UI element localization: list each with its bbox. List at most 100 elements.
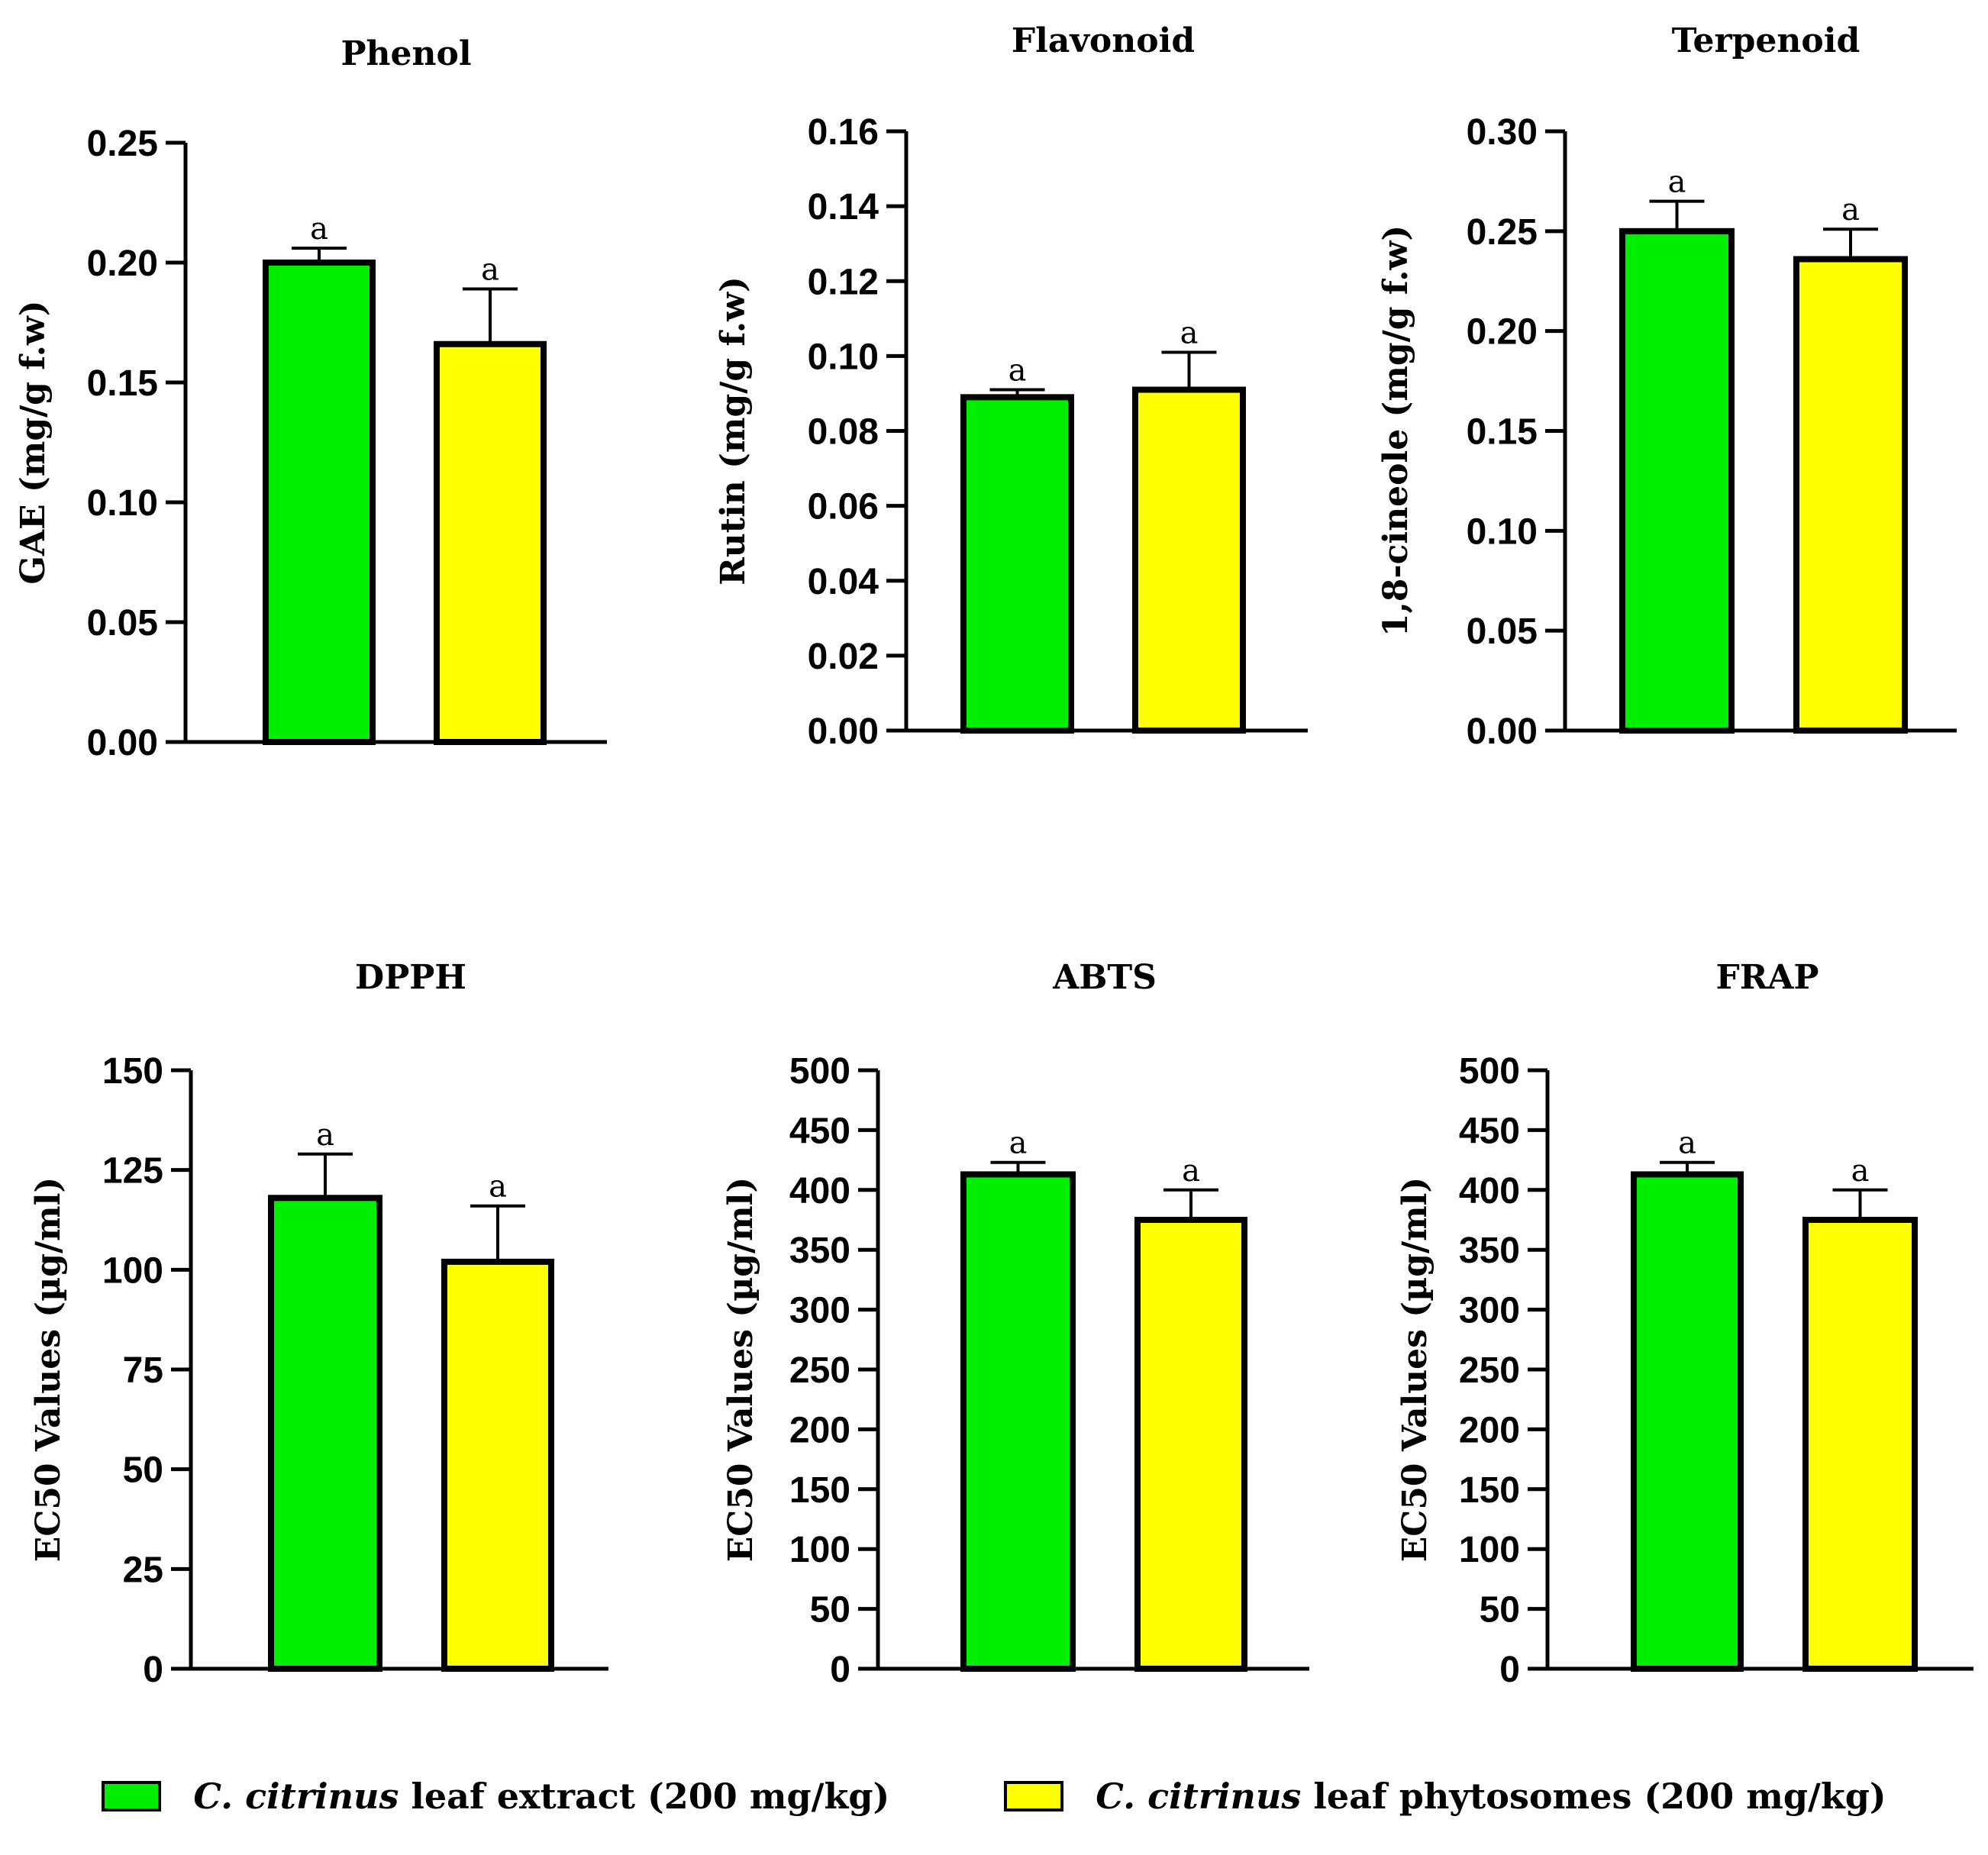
y-tick-label-terpenoid: 0.30 — [1467, 112, 1538, 153]
y-tick-label-abts: 400 — [789, 1171, 850, 1211]
y-tick-label-phenol: 0.20 — [87, 244, 158, 284]
significance-letter-dpph-phytosomes: a — [489, 1169, 507, 1205]
legend-text-extract: leaf extract (200 mg/kg) — [399, 1776, 890, 1817]
y-axis-label-flavonoid: Rutin (mg/g f.w) — [714, 276, 753, 586]
y-tick-label-phenol: 0.15 — [87, 363, 158, 404]
y-tick-label-dpph: 100 — [102, 1250, 163, 1291]
y-tick-label-flavonoid: 0.14 — [808, 187, 879, 227]
y-tick-label-frap: 100 — [1459, 1530, 1520, 1570]
chart-phenol: Phenol GAE (mg/g f.w) a a 0.00 0.05 0.10 0.15 0.… — [14, 34, 607, 763]
y-tick-label-abts: 450 — [789, 1111, 850, 1151]
y-tick-label-terpenoid: 0.00 — [1467, 711, 1538, 752]
y-tick-label-frap: 250 — [1459, 1350, 1520, 1391]
y-tick-label-terpenoid: 0.15 — [1467, 412, 1538, 453]
y-tick-label-abts: 500 — [789, 1051, 850, 1092]
chart-dpph: DPPH EC50 Values (µg/ml) a a 0 25 50 75 100 125 15… — [29, 958, 608, 1690]
significance-letter-frap-phytosomes: a — [1851, 1153, 1870, 1189]
y-tick-label-terpenoid: 0.10 — [1467, 511, 1538, 552]
bar-frap-extract — [1631, 1171, 1744, 1672]
y-tick-label-frap: 350 — [1459, 1231, 1520, 1271]
y-tick-label-dpph: 125 — [102, 1151, 163, 1192]
bar-flavonoid-phytosomes — [1132, 386, 1246, 734]
y-tick-label-terpenoid: 0.20 — [1467, 312, 1538, 353]
chart-terpenoid: Terpenoid 1,8-cineole (mg/g f.w) a a 0.00 0.0… — [1376, 21, 1957, 752]
y-tick-label-flavonoid: 0.12 — [808, 262, 879, 302]
y-tick-label-abts: 150 — [789, 1470, 850, 1511]
significance-letter-phenol-extract: a — [310, 211, 328, 247]
y-tick-label-terpenoid: 0.05 — [1467, 611, 1538, 652]
y-tick-label-flavonoid: 0.00 — [808, 711, 879, 752]
chart-title-abts: ABTS — [1052, 958, 1157, 997]
y-tick-label-dpph: 50 — [123, 1450, 163, 1491]
y-tick-label-frap: 500 — [1459, 1051, 1520, 1092]
y-tick-label-frap: 400 — [1459, 1171, 1520, 1211]
bar-dpph-extract — [268, 1195, 382, 1672]
y-tick-label-dpph: 150 — [102, 1051, 163, 1092]
y-tick-label-flavonoid: 0.04 — [808, 562, 879, 602]
y-tick-label-flavonoid: 0.16 — [808, 112, 879, 153]
bar-phenol-phytosomes — [434, 340, 547, 745]
significance-letter-terpenoid-phytosomes: a — [1841, 192, 1860, 227]
bar-abts-phytosomes — [1134, 1217, 1247, 1672]
y-tick-label-abts: 350 — [789, 1231, 850, 1271]
y-tick-label-dpph: 75 — [123, 1350, 163, 1391]
y-tick-label-frap: 200 — [1459, 1410, 1520, 1450]
legend-swatch-extract — [102, 1781, 162, 1811]
chart-title-frap: FRAP — [1715, 958, 1819, 997]
y-tick-label-abts: 0 — [830, 1650, 850, 1690]
legend-item-phytosomes: C. citrinus leaf phytosomes (200 mg/kg) — [1004, 1776, 1886, 1817]
y-tick-label-flavonoid: 0.06 — [808, 487, 879, 527]
chart-title-phenol: Phenol — [340, 34, 471, 73]
chart-title-terpenoid: Terpenoid — [1672, 21, 1860, 60]
y-tick-label-frap: 150 — [1459, 1470, 1520, 1511]
y-tick-label-flavonoid: 0.02 — [808, 637, 879, 677]
y-tick-label-abts: 200 — [789, 1410, 850, 1450]
y-tick-label-dpph: 25 — [123, 1550, 163, 1590]
y-tick-label-frap: 50 — [1480, 1590, 1520, 1631]
y-tick-label-abts: 100 — [789, 1530, 850, 1570]
y-tick-label-abts: 250 — [789, 1350, 850, 1391]
y-tick-label-phenol: 0.25 — [87, 124, 158, 164]
bar-flavonoid-extract — [960, 394, 1074, 734]
significance-letter-dpph-extract: a — [316, 1118, 334, 1153]
chart-frap: FRAP EC50 Values (µg/ml) a a 0 50 100 150 200 250… — [1396, 958, 1973, 1690]
y-axis-label-phenol: GAE (mg/g f.w) — [14, 300, 53, 584]
chart-title-flavonoid: Flavonoid — [1012, 21, 1195, 60]
y-tick-label-phenol: 0.00 — [87, 723, 158, 763]
y-tick-label-terpenoid: 0.25 — [1467, 212, 1538, 253]
y-tick-label-phenol: 0.05 — [87, 603, 158, 644]
y-axis-label-frap: EC50 Values (µg/ml) — [1396, 1177, 1435, 1562]
legend-item-extract: C. citrinus leaf extract (200 mg/kg) — [102, 1776, 889, 1817]
y-tick-label-flavonoid: 0.08 — [808, 412, 879, 453]
y-tick-label-abts: 300 — [789, 1291, 850, 1331]
y-tick-label-abts: 50 — [810, 1590, 850, 1631]
legend-swatch-phytosomes — [1004, 1781, 1064, 1811]
chart-flavonoid: Flavonoid Rutin (mg/g f.w) a a 0.00 0.02 0.04 0… — [714, 21, 1308, 752]
legend-label-phytosomes: C. citrinus leaf phytosomes (200 mg/kg) — [1096, 1776, 1886, 1817]
bar-phenol-extract — [263, 260, 376, 745]
bar-frap-phytosomes — [1802, 1217, 1918, 1672]
chart-abts: ABTS EC50 Values (µg/ml) a a 0 50 100 150 200 250… — [721, 958, 1309, 1690]
y-tick-label-frap: 0 — [1499, 1650, 1520, 1690]
y-axis-label-dpph: EC50 Values (µg/ml) — [29, 1177, 68, 1562]
legend-text-phytosomes: leaf phytosomes (200 mg/kg) — [1301, 1776, 1886, 1817]
significance-letter-flavonoid-phytosomes: a — [1180, 315, 1199, 350]
y-axis-label-abts: EC50 Values (µg/ml) — [721, 1177, 760, 1562]
significance-letter-frap-extract: a — [1678, 1126, 1696, 1161]
bar-abts-extract — [960, 1171, 1076, 1672]
legend-label-extract: C. citrinus leaf extract (200 mg/kg) — [193, 1776, 889, 1817]
y-axis-label-terpenoid: 1,8-cineole (mg/g f.w) — [1376, 225, 1415, 637]
chart-title-dpph: DPPH — [355, 958, 466, 997]
significance-letter-terpenoid-extract: a — [1668, 165, 1686, 200]
bar-terpenoid-extract — [1619, 227, 1735, 734]
legend-species-phytosomes: C. citrinus — [1096, 1776, 1302, 1817]
significance-letter-abts-extract: a — [1009, 1126, 1028, 1161]
bar-terpenoid-phytosomes — [1793, 256, 1908, 734]
significance-letter-abts-phytosomes: a — [1182, 1153, 1200, 1189]
significance-letter-phenol-phytosomes: a — [481, 253, 499, 288]
y-tick-label-frap: 300 — [1459, 1291, 1520, 1331]
legend: C. citrinus leaf extract (200 mg/kg) C. … — [0, 1770, 1988, 1823]
bar-dpph-phytosomes — [441, 1258, 554, 1672]
legend-species-extract: C. citrinus — [193, 1776, 399, 1817]
